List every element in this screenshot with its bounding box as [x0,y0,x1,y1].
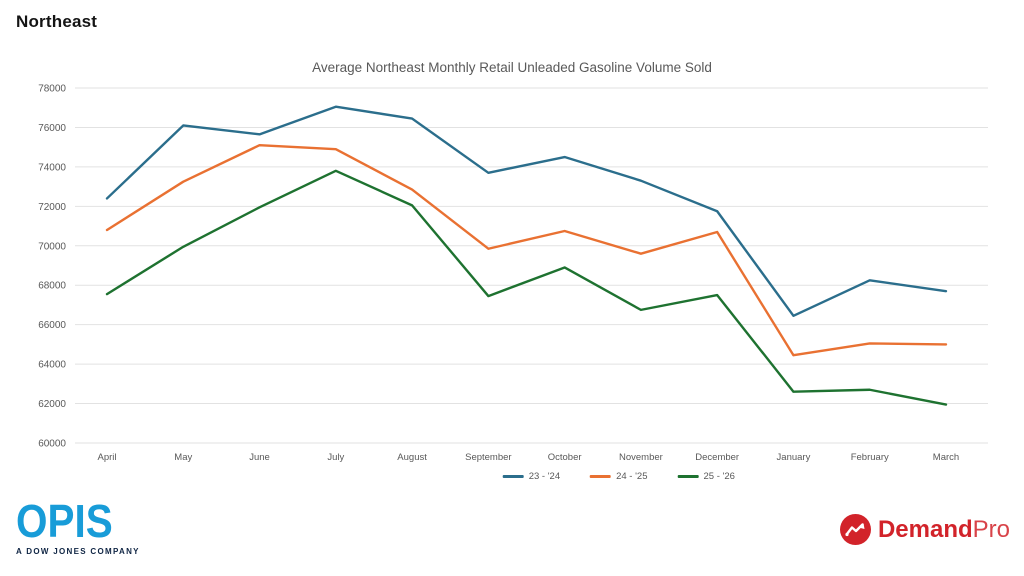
x-axis-tick-label: September [465,452,511,463]
y-axis-tick-label: 76000 [38,123,66,134]
legend-swatch [590,475,612,478]
x-axis-tick-label: December [695,452,739,463]
x-axis-tick-label: July [327,452,344,463]
x-axis-tick-label: June [249,452,270,463]
x-axis-tick-label: November [619,452,663,463]
chart-canvas: 60000 62000 64000 66000 68000 70000 72000 74000… [38,84,988,463]
opis-tagline: A DOW JONES COMPANY [16,547,140,556]
legend-label: 24 - '25 [616,471,648,482]
y-axis-tick-label: 66000 [38,320,66,331]
legend-item-2: 25 - '26 [677,471,735,482]
demandpro-wordmark-light: Pro [972,515,1010,543]
demandpro-logo: DemandPro [839,514,1010,545]
x-axis-tick-label: October [548,452,582,463]
legend-item-0: 23 - '24 [502,471,561,482]
x-axis-tick-label: August [397,452,427,463]
opis-logo: OPIS A DOW JONES COMPANY [16,498,140,556]
x-axis-tick-label: April [97,452,116,463]
y-axis-tick-label: 62000 [38,399,66,410]
chart-title: Average Northeast Monthly Retail Unleade… [312,60,712,75]
y-axis-tick-label: 78000 [38,84,66,95]
page-title: Northeast [16,12,98,31]
chart-legend: 23 - '24 24 - '25 25 - '26 [502,471,735,482]
x-axis-tick-label: January [777,452,811,463]
demandpro-wordmark: DemandPro [877,515,1010,543]
legend-label: 25 - '26 [703,471,735,482]
legend-label: 23 - '24 [528,471,561,482]
x-axis-tick-label: May [174,452,192,463]
legend-item-1: 24 - '25 [590,471,647,482]
opis-wordmark: OPIS [16,495,113,547]
y-axis-tick-label: 68000 [38,281,66,292]
line-chart-circle-icon [839,514,871,545]
y-axis-tick-label: 60000 [38,439,66,450]
series-line-1 [105,143,948,357]
legend-swatch [502,475,524,478]
legend-swatch [677,475,699,478]
y-axis-tick-label: 70000 [38,241,66,252]
y-axis-tick-label: 74000 [38,162,66,173]
x-axis-tick-label: February [851,452,889,463]
y-axis-tick-label: 72000 [38,202,66,213]
x-axis-tick-label: March [933,452,959,463]
series-line-2 [105,169,948,406]
series-line-0 [105,105,948,317]
y-axis-tick-label: 64000 [38,360,66,371]
demandpro-wordmark-bold: Demand [877,515,973,543]
